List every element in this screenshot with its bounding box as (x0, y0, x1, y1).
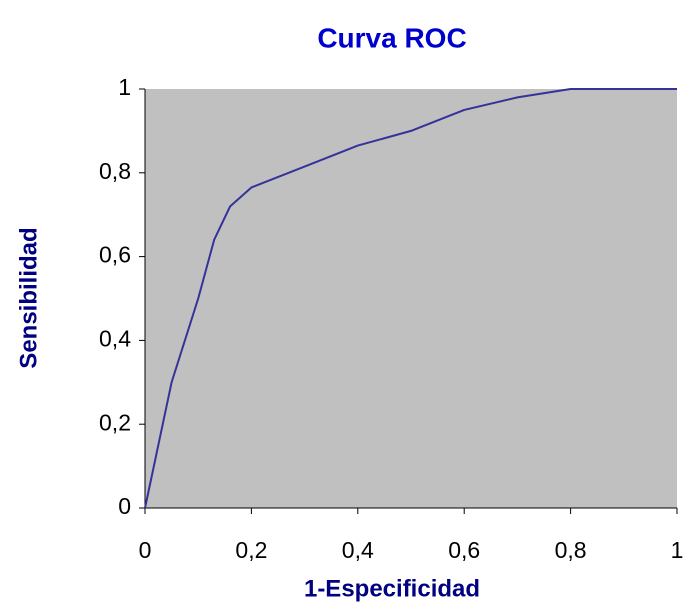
y-axis-label: Sensibilidad (15, 227, 42, 368)
y-tick-label: 0,4 (99, 325, 131, 351)
x-tick-label: 0,6 (448, 537, 480, 563)
y-tick-label: 1 (118, 74, 131, 100)
y-tick-label: 0,2 (99, 409, 131, 435)
chart-title: Curva ROC (317, 22, 466, 53)
x-tick-label: 1 (671, 537, 684, 563)
plot-area (145, 89, 677, 508)
y-tick-label: 0 (118, 493, 131, 519)
y-tick-label: 0,6 (99, 242, 131, 268)
x-tick-label: 0,2 (235, 537, 267, 563)
x-tick-label: 0,8 (555, 537, 587, 563)
roc-curve (144, 88, 677, 509)
y-tick-label: 0,8 (99, 158, 131, 184)
x-tick-label: 0,4 (342, 537, 374, 563)
x-tick-label: 0 (139, 537, 152, 563)
x-axis-label: 1-Especificidad (304, 575, 480, 602)
